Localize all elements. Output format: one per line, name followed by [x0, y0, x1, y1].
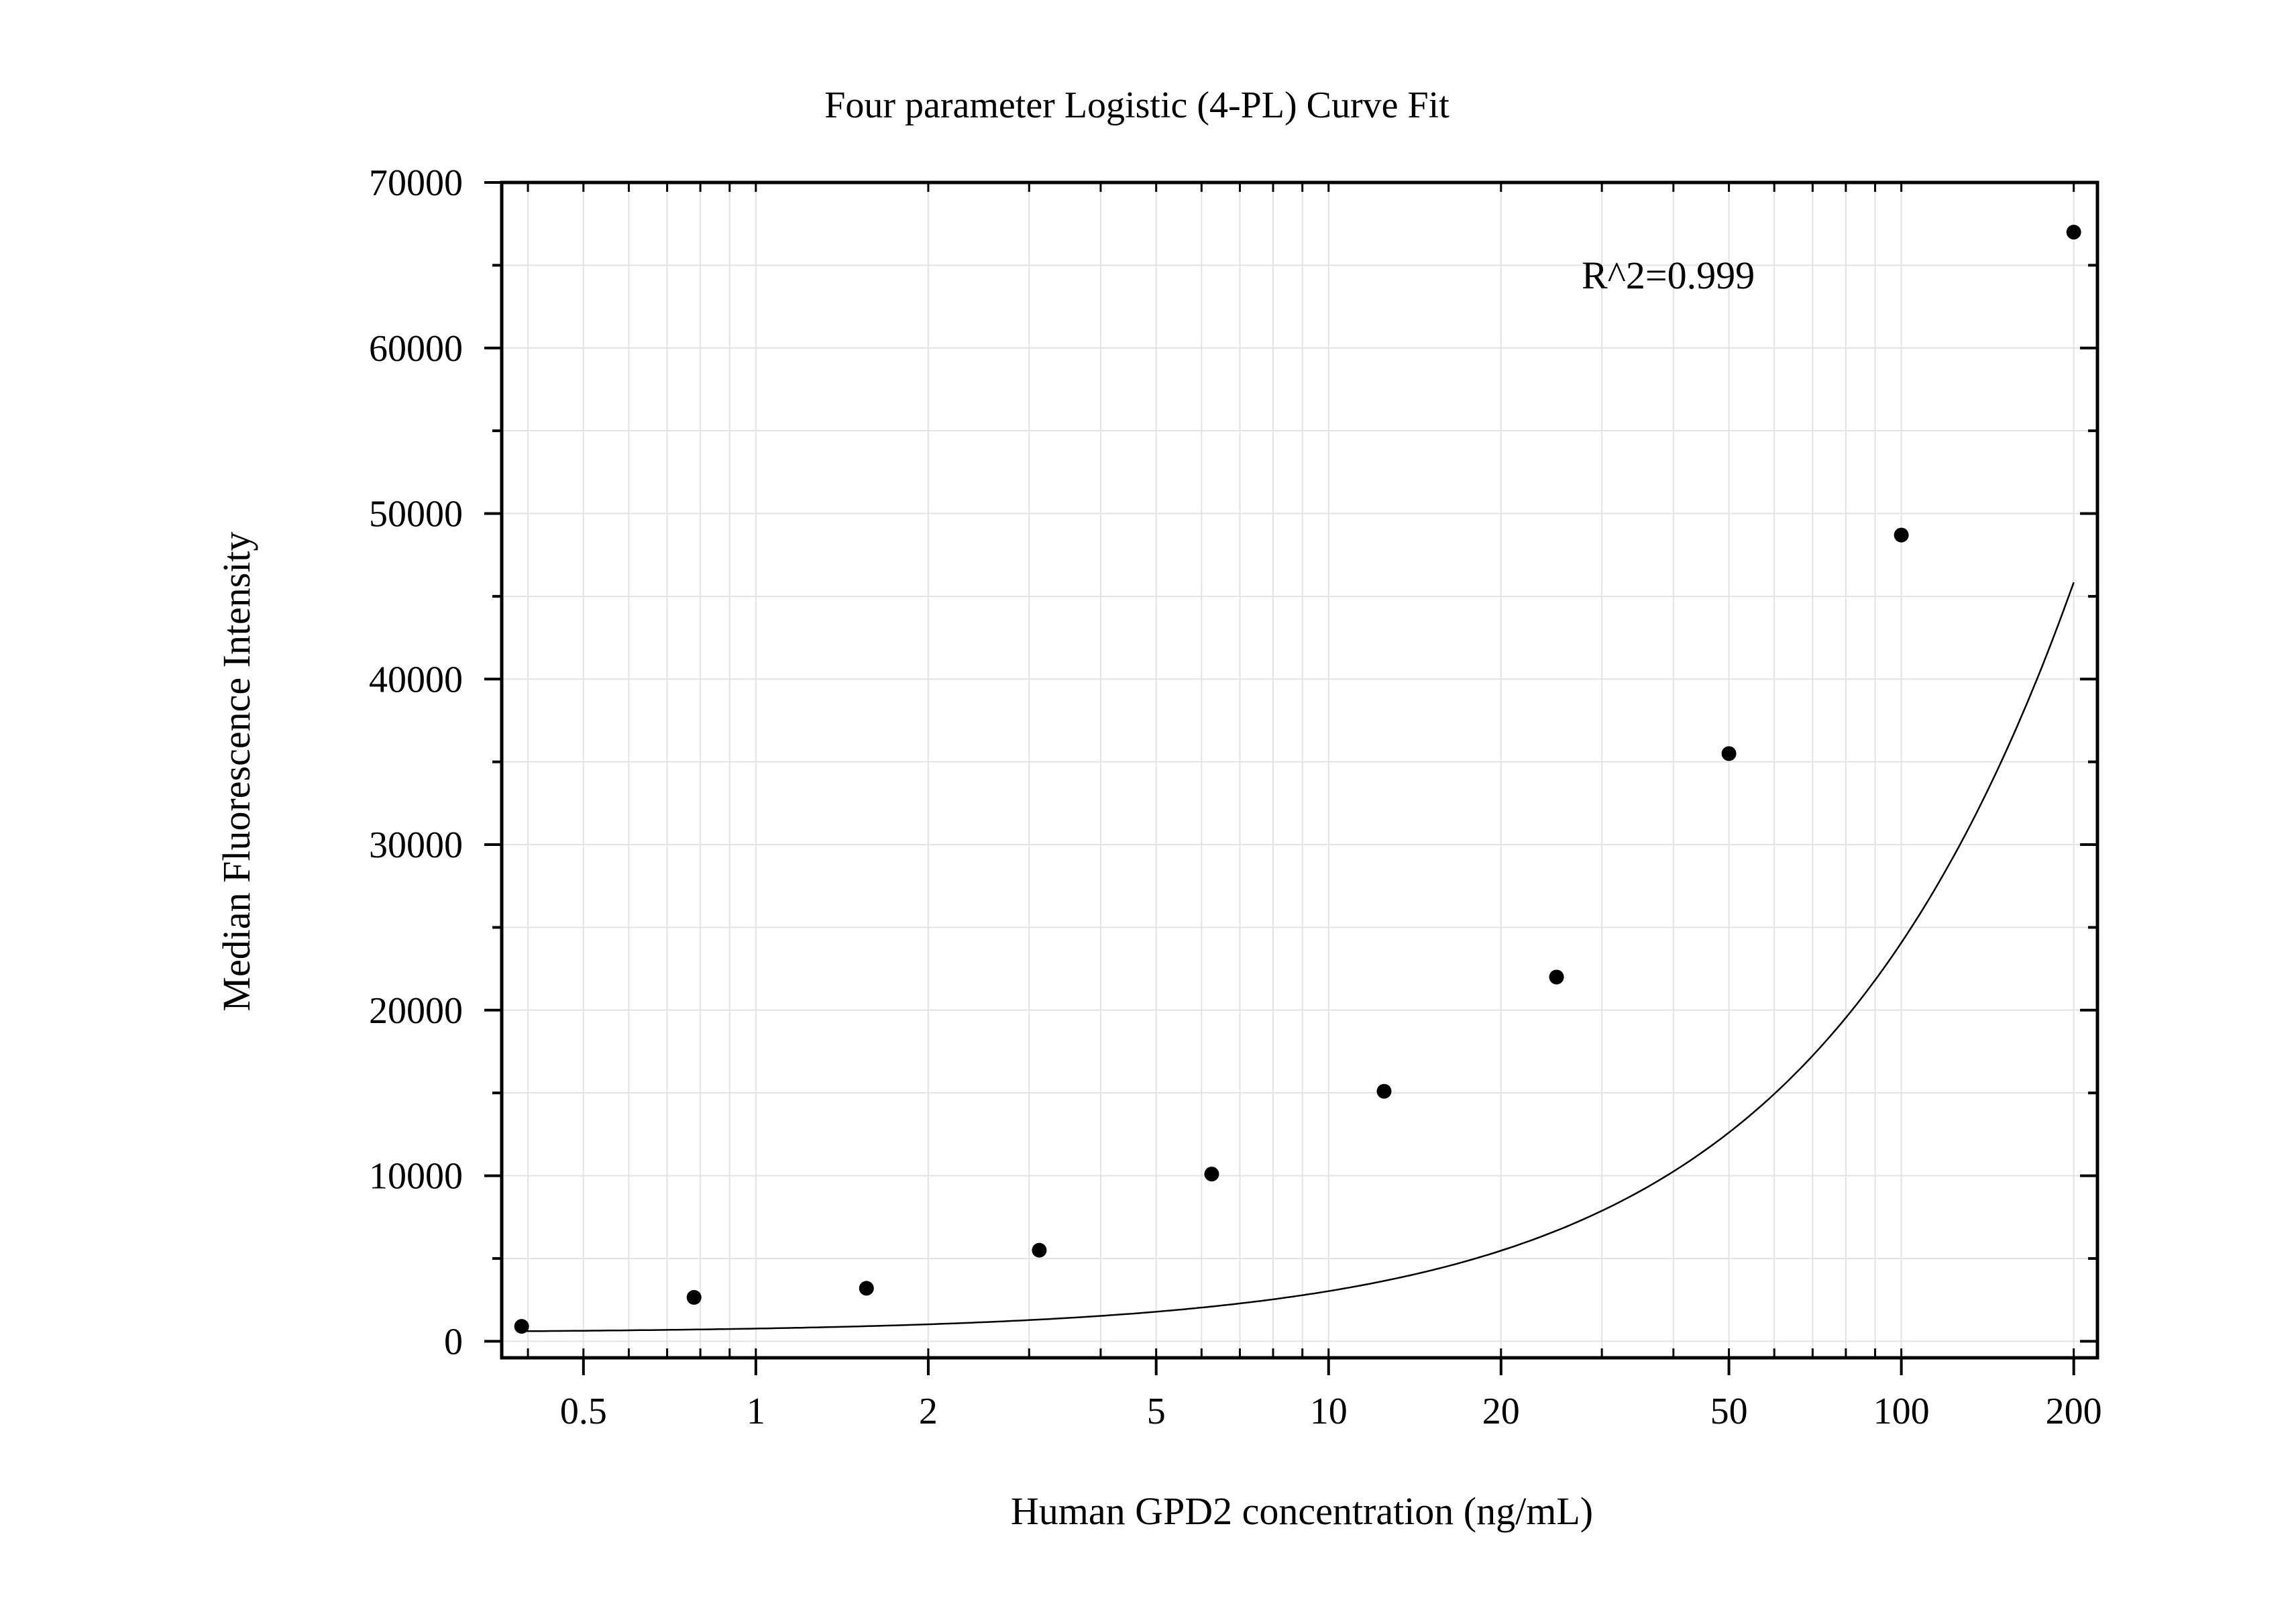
data-points [514, 225, 2081, 1334]
y-tick-label: 50000 [369, 494, 463, 535]
y-tick-label: 60000 [369, 328, 463, 370]
plot-frame [500, 180, 2099, 1360]
data-point [1894, 527, 1909, 543]
y-tick-label: 30000 [369, 824, 463, 866]
data-point [859, 1281, 874, 1296]
x-tick-label: 100 [1873, 1391, 1930, 1432]
data-point [686, 1289, 702, 1305]
data-point [1376, 1083, 1392, 1099]
data-point [1032, 1242, 1047, 1258]
y-tick-label: 10000 [369, 1156, 463, 1197]
x-tick-labels: 0.5 1 2 5 10 20 50 100 200 [560, 1391, 2102, 1432]
data-point [1204, 1167, 1219, 1182]
x-tick-label: 20 [1482, 1391, 1520, 1432]
y-tick-label: 0 [444, 1321, 463, 1362]
fit-curve [521, 582, 2075, 1332]
x-tick-label: 1 [747, 1391, 765, 1432]
x-tick-label: 200 [2046, 1391, 2102, 1432]
data-point [2066, 225, 2081, 240]
axis-ticks [484, 181, 2097, 1375]
plot-border [500, 180, 2099, 1360]
x-axis-label: Human GPD2 concentration (ng/mL) [1011, 1489, 1593, 1533]
y-tick-label: 20000 [369, 990, 463, 1032]
y-tick-labels: 0 10000 20000 30000 40000 50000 60000 70000 [369, 162, 463, 1362]
y-tick-label: 70000 [369, 162, 463, 204]
y-tick-label: 40000 [369, 659, 463, 700]
y-axis-label: Median Fluorescence Intensity [215, 531, 258, 1011]
chart-title: Four parameter Logistic (4-PL) Curve Fit [824, 85, 1450, 126]
x-tick-label: 2 [919, 1391, 938, 1432]
data-point [1549, 969, 1564, 985]
x-tick-label: 50 [1710, 1391, 1748, 1432]
grid [502, 182, 2097, 1358]
data-point [1721, 746, 1737, 761]
x-tick-label: 10 [1310, 1391, 1348, 1432]
x-tick-label: 5 [1147, 1391, 1166, 1432]
r-squared-annotation: R^2=0.999 [1582, 254, 1755, 297]
x-tick-label: 0.5 [560, 1391, 607, 1432]
data-point [514, 1319, 529, 1334]
